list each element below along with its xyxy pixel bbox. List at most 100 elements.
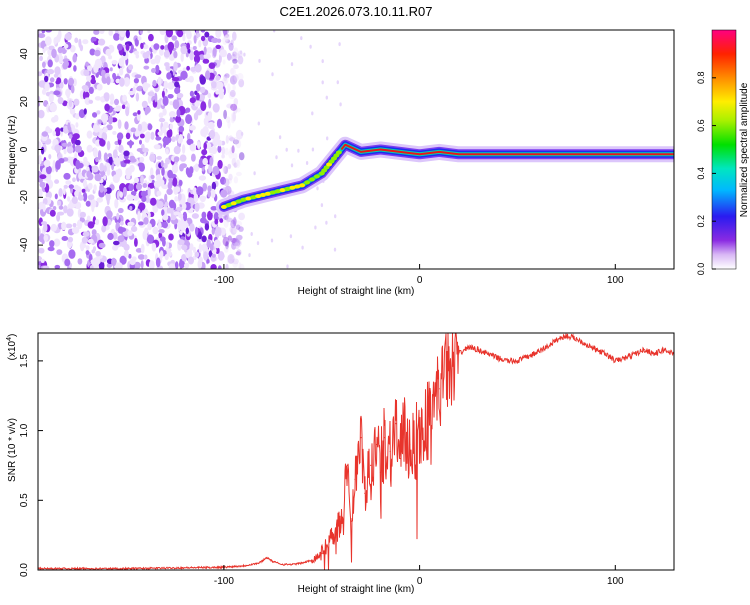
snr-data-point <box>399 457 401 460</box>
snr-y-tick-label: 0.0 <box>19 563 30 577</box>
noise-speckle <box>70 85 75 94</box>
snr-data-point <box>497 357 499 359</box>
noise-speckle <box>171 77 180 82</box>
noise-speckle <box>75 139 81 146</box>
noise-speckle <box>188 75 194 83</box>
noise-speckle <box>225 215 231 223</box>
noise-speckle <box>207 210 213 221</box>
noise-speckle <box>235 251 241 256</box>
noise-speckle <box>217 139 223 147</box>
noise-speckle <box>152 203 159 213</box>
noise-speckle <box>211 227 215 235</box>
noise-speckle <box>45 30 52 33</box>
noise-speckle <box>210 206 218 211</box>
noise-speckle <box>75 113 80 120</box>
noise-speckle <box>176 92 184 99</box>
colorbar-gradient <box>711 29 737 270</box>
noise-speckle <box>305 161 309 165</box>
noise-speckle <box>86 130 93 139</box>
noise-speckle <box>223 74 228 82</box>
noise-speckle <box>162 96 169 106</box>
noise-speckle <box>61 221 67 231</box>
noise-speckle <box>230 53 237 62</box>
noise-speckle <box>68 134 73 139</box>
snr-data-point <box>477 349 479 351</box>
noise-speckle <box>157 131 163 136</box>
noise-speckle <box>141 100 148 108</box>
noise-speckle <box>114 198 119 209</box>
noise-speckle <box>67 196 71 202</box>
noise-speckle <box>227 235 232 241</box>
spectrogram-y-tick-label: -40 <box>19 237 30 252</box>
noise-speckle <box>181 202 187 210</box>
noise-speckle <box>227 177 232 184</box>
noise-speckle <box>224 147 229 156</box>
snr-data-point <box>624 357 626 359</box>
noise-speckle <box>128 183 134 192</box>
noise-speckle <box>228 91 236 100</box>
snr-data-point <box>354 478 356 480</box>
signal-blob <box>245 196 252 201</box>
noise-speckle <box>96 197 104 203</box>
noise-speckle <box>155 257 161 268</box>
noise-speckle <box>202 157 208 166</box>
noise-speckle <box>169 101 174 106</box>
noise-speckle <box>49 77 55 83</box>
noise-speckle <box>159 236 166 242</box>
noise-speckle <box>61 236 69 241</box>
noise-speckle <box>52 130 56 137</box>
noise-speckle <box>63 172 71 180</box>
noise-speckle <box>181 244 188 251</box>
noise-speckle <box>157 221 162 230</box>
noise-speckle <box>320 203 324 208</box>
noise-speckle <box>92 229 96 235</box>
noise-speckle <box>142 147 149 153</box>
noise-speckle <box>83 69 90 77</box>
noise-speckle <box>58 55 64 64</box>
noise-speckle <box>118 153 124 162</box>
noise-speckle <box>49 209 56 217</box>
signal-blob <box>335 150 342 155</box>
noise-speckle <box>40 258 45 263</box>
noise-speckle <box>54 179 60 184</box>
noise-speckle <box>230 67 236 76</box>
noise-speckle <box>140 260 144 269</box>
signal-blob <box>269 190 276 195</box>
noise-speckle <box>227 41 232 48</box>
noise-speckle <box>160 45 165 50</box>
noise-speckle <box>73 98 80 107</box>
noise-speckle <box>198 256 203 264</box>
noise-speckle <box>186 30 192 40</box>
snr-data-point <box>370 464 372 466</box>
noise-speckle <box>187 197 195 204</box>
noise-speckle <box>222 36 228 46</box>
noise-speckle <box>200 101 207 112</box>
noise-speckle <box>163 80 168 90</box>
noise-speckle <box>158 112 164 118</box>
noise-speckle <box>225 263 229 269</box>
noise-speckle <box>325 220 328 225</box>
noise-speckle <box>229 255 234 261</box>
noise-speckle <box>48 154 52 160</box>
colorbar-ticks: 0.0 0.2 0.4 0.6 0.8 <box>696 72 716 275</box>
noise-speckle <box>235 139 242 149</box>
noise-speckle <box>164 254 169 261</box>
noise-speckle <box>167 251 172 257</box>
noise-speckle <box>271 72 274 77</box>
noise-speckle <box>85 61 89 68</box>
noise-speckle <box>86 170 92 178</box>
noise-speckle <box>38 33 46 39</box>
noise-speckle <box>136 86 141 91</box>
snr-data-point <box>311 559 313 561</box>
snr-data-point <box>565 335 568 337</box>
noise-speckle <box>87 65 93 71</box>
noise-speckle <box>228 173 233 181</box>
noise-speckle <box>53 90 61 96</box>
snr-y-tick-label: 1.0 <box>19 423 30 437</box>
noise-speckle <box>222 59 226 65</box>
noise-speckle <box>195 109 203 116</box>
noise-speckle <box>215 30 222 38</box>
noise-speckle <box>189 50 194 61</box>
noise-speckle <box>201 235 207 243</box>
noise-speckle <box>123 150 130 157</box>
